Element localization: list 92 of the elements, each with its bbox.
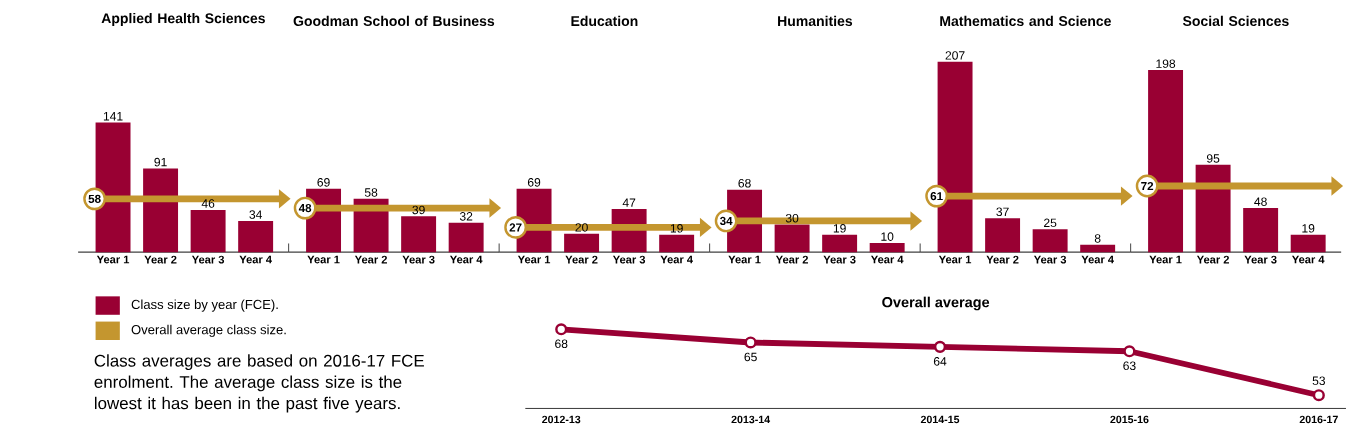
x-tick-label: 2012-13 [542, 415, 581, 424]
data-label: 69 [317, 177, 330, 187]
data-label: 19 [670, 223, 683, 233]
data-label: 68 [738, 178, 751, 188]
chart-title: Humanities [778, 15, 853, 26]
point [744, 336, 757, 349]
data-label: 207 [945, 50, 965, 60]
data-label: 63 [1123, 361, 1136, 370]
text: Overall average class size. [131, 324, 286, 337]
bar [985, 218, 1021, 253]
x-tick-label: Year 4 [660, 255, 693, 264]
ref-line-label: 27 [509, 223, 522, 232]
chart-title: Goodman School of Business [293, 15, 495, 26]
x-tick-label: Year 4 [449, 255, 483, 264]
bar [1243, 207, 1279, 253]
x-tick-label: Year 3 [823, 255, 856, 264]
data-label: 19 [833, 223, 846, 233]
data-label: 20 [575, 222, 588, 232]
ref-line-label: 58 [88, 194, 101, 203]
data-label: 69 [527, 177, 541, 187]
x-tick-label: Year 4 [870, 255, 904, 264]
ref-line-label: 48 [298, 203, 312, 212]
bar [1032, 229, 1068, 253]
bar [1290, 234, 1326, 253]
x-tick-label: Year 3 [612, 255, 646, 264]
data-label: 10 [881, 232, 894, 241]
bar [564, 233, 600, 253]
x-tick-label: Year 2 [1196, 255, 1230, 264]
data-label: 47 [622, 198, 636, 207]
text: Class size by year (FCE). [131, 299, 278, 312]
x-tick-label: Year 2 [354, 255, 387, 264]
x-tick-label: Year 1 [517, 255, 551, 264]
bar [1195, 164, 1231, 253]
bar [869, 242, 905, 253]
chart-title: Social Sciences [1182, 15, 1289, 26]
bar [190, 209, 226, 253]
text: Class averages are based on 2016-17 FCE enrolment. The average class size is the lowest it has been in the past five years. [94, 354, 424, 413]
x-tick-label: 2014-15 [920, 415, 960, 424]
data-label: 34 [249, 210, 263, 219]
bar [1080, 244, 1116, 253]
bar [448, 222, 484, 253]
data-label: 95 [1206, 153, 1220, 163]
x-tick-label: Year 4 [1081, 255, 1114, 264]
x-tick-label: Year 2 [775, 255, 809, 264]
ref-line-label: 34 [719, 216, 733, 225]
x-tick-label: Year 3 [1033, 255, 1067, 264]
x-tick-label: Year 4 [239, 255, 272, 264]
bar [401, 216, 437, 253]
bar [822, 234, 858, 253]
ref-line-label: 61 [930, 191, 943, 201]
data-label: 37 [996, 207, 1009, 216]
data-label: 25 [1044, 218, 1057, 227]
x-tick-label: Year 1 [96, 255, 130, 264]
x-tick-label: 2015-16 [1110, 415, 1149, 424]
point [1312, 388, 1325, 402]
point [933, 340, 947, 353]
ref-line-label: 72 [1141, 181, 1154, 190]
chart-title: Education [571, 15, 638, 26]
x-tick-label: 2013-14 [731, 415, 771, 424]
x-tick-label: Year 3 [1244, 255, 1277, 264]
data-label: 53 [1312, 376, 1326, 385]
x-tick-label: Year 1 [938, 255, 972, 264]
point [1123, 345, 1136, 358]
chart-title: Overall average [882, 296, 990, 311]
data-label: 198 [1156, 59, 1176, 68]
data-label: 141 [103, 111, 123, 121]
x-tick-label: Year 2 [986, 255, 1019, 264]
chart-title: Mathematics and Science [940, 15, 1111, 26]
x-tick-label: Year 1 [307, 255, 340, 264]
x-tick-label: Year 2 [565, 255, 598, 264]
x-tick-label: Year 1 [1149, 255, 1182, 264]
chart-title: Applied Health Sciences [101, 12, 265, 26]
data-label: 64 [933, 356, 947, 366]
bar [774, 224, 810, 253]
data-label: 8 [1094, 233, 1101, 243]
data-label: 32 [459, 211, 473, 221]
data-label: 68 [555, 339, 568, 348]
data-label: 48 [1254, 197, 1267, 206]
x-tick-label: Year 2 [144, 255, 177, 264]
x-tick-label: 2016-17 [1299, 415, 1338, 424]
x-tick-label: Year 3 [191, 255, 225, 264]
bar [659, 234, 695, 253]
x-tick-label: Year 3 [402, 255, 435, 264]
bar [143, 168, 179, 253]
data-label: 19 [1302, 223, 1315, 233]
data-label: 58 [364, 188, 378, 197]
point [555, 323, 568, 336]
bar [238, 220, 274, 253]
data-label: 65 [744, 352, 757, 362]
x-tick-label: Year 1 [728, 255, 761, 264]
x-tick-label: Year 4 [1291, 255, 1325, 264]
data-label: 91 [154, 157, 167, 167]
